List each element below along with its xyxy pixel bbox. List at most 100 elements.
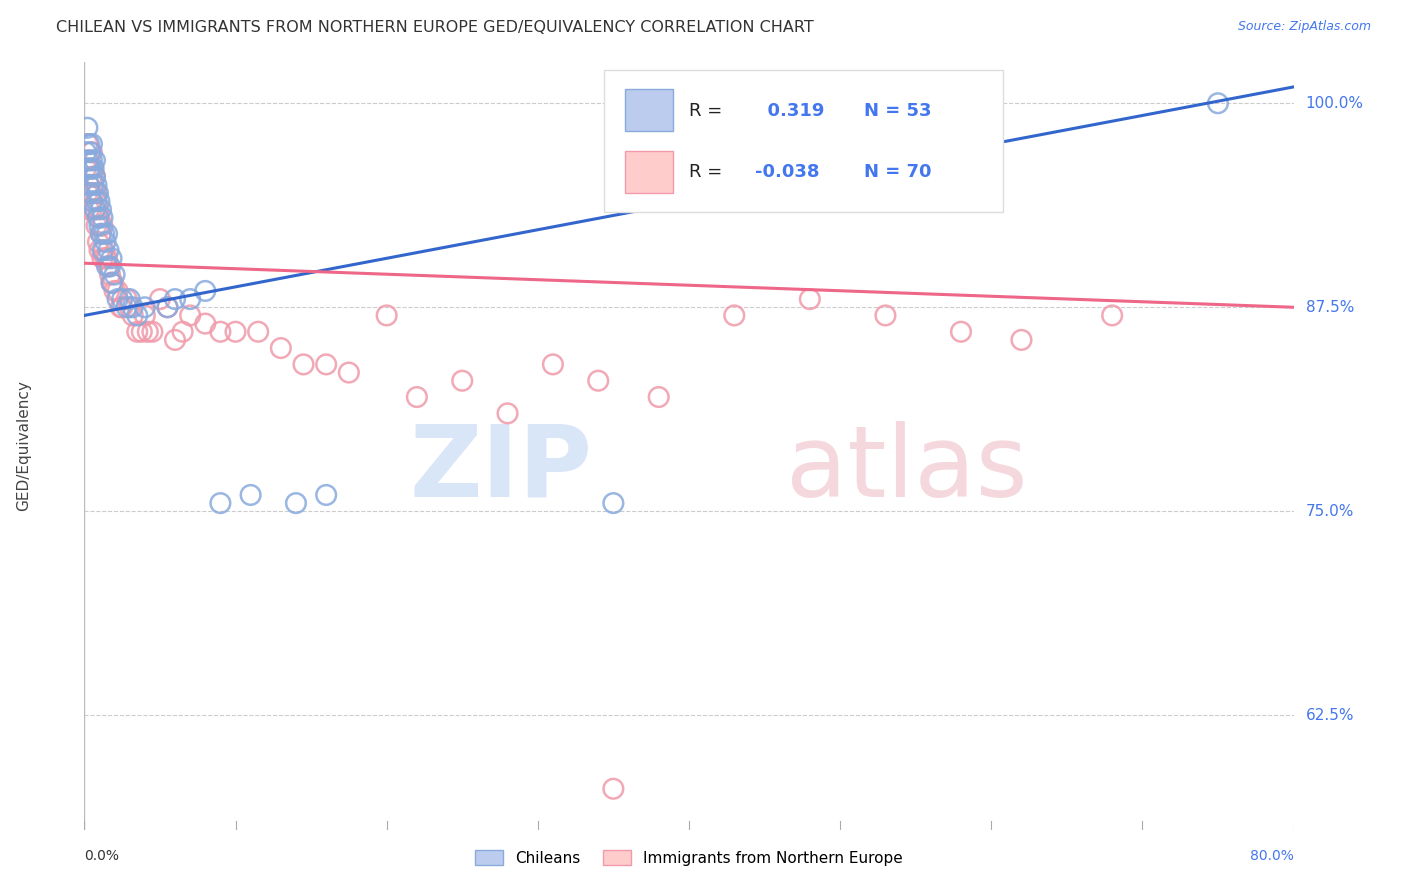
Point bbox=[100, 276, 122, 290]
Point bbox=[79, 161, 101, 176]
Point bbox=[648, 390, 671, 404]
Text: 62.5%: 62.5% bbox=[1306, 708, 1354, 723]
Point bbox=[80, 153, 103, 168]
Point bbox=[247, 325, 270, 339]
Point bbox=[239, 488, 262, 502]
Point bbox=[194, 317, 217, 331]
Text: 0.319: 0.319 bbox=[755, 102, 825, 120]
Point bbox=[79, 161, 101, 176]
Text: 75.0%: 75.0% bbox=[1306, 504, 1354, 519]
Point bbox=[80, 194, 103, 209]
Point bbox=[76, 136, 98, 151]
Text: 0.0%: 0.0% bbox=[84, 849, 120, 863]
Point bbox=[723, 309, 745, 323]
Point bbox=[194, 284, 217, 298]
Text: R =: R = bbox=[689, 102, 723, 120]
Text: 80.0%: 80.0% bbox=[1250, 849, 1294, 863]
Point bbox=[118, 300, 141, 314]
Text: atlas: atlas bbox=[786, 420, 1028, 517]
FancyBboxPatch shape bbox=[624, 89, 673, 131]
Point bbox=[315, 488, 337, 502]
Point bbox=[104, 284, 127, 298]
Point bbox=[89, 194, 111, 209]
Point bbox=[82, 186, 104, 200]
Point bbox=[270, 341, 292, 355]
Point bbox=[134, 309, 156, 323]
Point bbox=[87, 211, 110, 225]
Point bbox=[80, 169, 103, 184]
Point bbox=[90, 227, 112, 241]
Point bbox=[98, 260, 121, 274]
Point bbox=[87, 186, 110, 200]
Point bbox=[375, 309, 398, 323]
Point bbox=[141, 325, 163, 339]
Point bbox=[588, 374, 610, 388]
FancyBboxPatch shape bbox=[624, 151, 673, 193]
Point bbox=[111, 292, 134, 306]
Legend: Chileans, Immigrants from Northern Europe: Chileans, Immigrants from Northern Europ… bbox=[470, 844, 908, 871]
Point bbox=[209, 496, 232, 510]
Point bbox=[76, 120, 98, 135]
Text: GED/Equivalency: GED/Equivalency bbox=[17, 381, 31, 511]
Point bbox=[89, 219, 111, 233]
Point bbox=[127, 309, 149, 323]
Point bbox=[80, 202, 103, 217]
Point bbox=[94, 252, 117, 266]
Point bbox=[451, 374, 474, 388]
Point bbox=[111, 300, 134, 314]
Point bbox=[96, 252, 118, 266]
Text: ZIP: ZIP bbox=[409, 420, 592, 517]
Point bbox=[80, 136, 103, 151]
Point bbox=[86, 186, 108, 200]
Point bbox=[104, 268, 127, 282]
Point bbox=[84, 169, 107, 184]
Point bbox=[77, 178, 100, 192]
Point bbox=[86, 194, 108, 209]
Point bbox=[93, 243, 115, 257]
Point bbox=[97, 260, 120, 274]
Point bbox=[496, 406, 519, 420]
Point bbox=[149, 292, 172, 306]
Point bbox=[91, 219, 114, 233]
Point bbox=[602, 496, 624, 510]
Point bbox=[179, 309, 201, 323]
Point bbox=[115, 292, 138, 306]
Point bbox=[121, 300, 143, 314]
Point bbox=[97, 243, 120, 257]
Point bbox=[118, 292, 141, 306]
Point bbox=[107, 292, 129, 306]
Point bbox=[131, 325, 153, 339]
Point bbox=[179, 292, 201, 306]
Point bbox=[82, 161, 104, 176]
Point bbox=[86, 178, 108, 192]
Point bbox=[875, 309, 897, 323]
Point bbox=[77, 178, 100, 192]
Text: -0.038: -0.038 bbox=[755, 163, 820, 181]
Point bbox=[75, 161, 97, 176]
Point bbox=[165, 333, 187, 347]
Text: Source: ZipAtlas.com: Source: ZipAtlas.com bbox=[1237, 20, 1371, 33]
Point bbox=[127, 325, 149, 339]
Point bbox=[107, 284, 129, 298]
Point bbox=[101, 276, 124, 290]
Point bbox=[98, 268, 121, 282]
Point bbox=[79, 186, 101, 200]
Point bbox=[87, 235, 110, 249]
Point bbox=[91, 252, 114, 266]
Point bbox=[134, 300, 156, 314]
Point bbox=[96, 227, 118, 241]
Point bbox=[91, 211, 114, 225]
Point bbox=[96, 260, 118, 274]
Point bbox=[100, 276, 122, 290]
Point bbox=[79, 186, 101, 200]
Point bbox=[76, 153, 98, 168]
Point bbox=[121, 309, 143, 323]
Text: CHILEAN VS IMMIGRANTS FROM NORTHERN EUROPE GED/EQUIVALENCY CORRELATION CHART: CHILEAN VS IMMIGRANTS FROM NORTHERN EURO… bbox=[56, 20, 814, 35]
Point bbox=[89, 243, 111, 257]
Point bbox=[541, 358, 564, 372]
Point bbox=[1101, 309, 1123, 323]
Point bbox=[79, 145, 101, 160]
Point bbox=[90, 227, 112, 241]
Point bbox=[315, 358, 337, 372]
FancyBboxPatch shape bbox=[605, 70, 1004, 212]
